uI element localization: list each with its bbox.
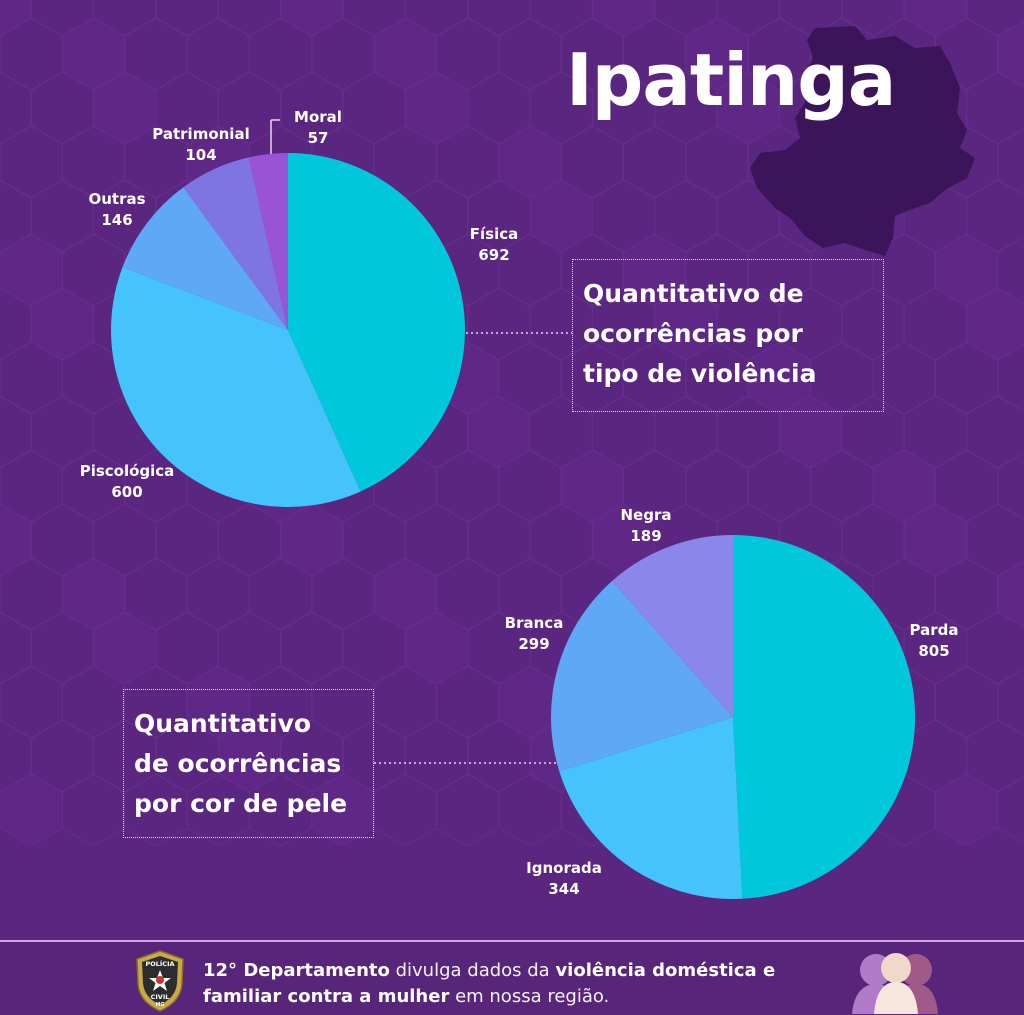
- chart2-title-line: Quantitativo: [134, 704, 373, 744]
- label-outras-name: Outras: [88, 190, 145, 208]
- label-psicologica: Piscológica 600: [80, 461, 175, 503]
- label-branca-value: 299: [518, 635, 549, 653]
- footer-bold-family: familiar contra a mulher: [203, 986, 449, 1007]
- chart2-title-line: de ocorrências: [134, 744, 373, 784]
- badge-line-bottom: MG: [155, 1002, 164, 1008]
- footer-bold-violence: violência doméstica e: [555, 960, 775, 981]
- label-negra: Negra 189: [621, 505, 672, 547]
- label-parda-name: Parda: [910, 621, 959, 639]
- footer-bold-department: 12° Departamento: [203, 960, 390, 981]
- pie-slice-parda: [733, 535, 915, 899]
- chart1-title-line: Quantitativo de: [583, 274, 883, 314]
- footer-text-1: divulga dados da: [390, 960, 556, 981]
- label-parda: Parda 805: [910, 620, 959, 662]
- label-patrimonial-name: Patrimonial: [152, 125, 249, 143]
- label-psicologica-value: 600: [111, 483, 142, 501]
- women-group-icon: [838, 948, 948, 1014]
- label-patrimonial: Patrimonial 104: [152, 124, 249, 166]
- badge-line-top: POLÍCIA: [145, 959, 174, 968]
- label-ignorada: Ignorada 344: [526, 858, 602, 900]
- label-branca: Branca 299: [505, 613, 564, 655]
- chart2-title-line: por cor de pele: [134, 784, 373, 824]
- label-outras-value: 146: [101, 211, 132, 229]
- chart2-title-box: Quantitativo de ocorrências por cor de p…: [123, 689, 374, 838]
- label-moral: Moral 57: [294, 107, 342, 149]
- footer-text: 12° Departamento divulga dados da violên…: [203, 958, 775, 1010]
- label-outras: Outras 146: [88, 189, 145, 231]
- chart1-title-line: tipo de violência: [583, 354, 883, 394]
- label-fisica: Física 692: [470, 224, 518, 266]
- label-patrimonial-value: 104: [185, 146, 216, 164]
- label-negra-value: 189: [630, 527, 661, 545]
- chart-type-violence: [111, 153, 465, 507]
- policia-civil-badge-icon: POLÍCIA CIVIL MG: [133, 950, 187, 1012]
- label-negra-name: Negra: [621, 506, 672, 524]
- label-ignorada-value: 344: [548, 880, 579, 898]
- chart1-title-box: Quantitativo de ocorrências por tipo de …: [572, 259, 884, 412]
- footer-text-2: em nossa região.: [449, 986, 609, 1007]
- label-fisica-name: Física: [470, 225, 518, 243]
- label-branca-name: Branca: [505, 614, 564, 632]
- label-parda-value: 805: [918, 642, 949, 660]
- footer-bar: POLÍCIA CIVIL MG 12° Departamento divulg…: [0, 940, 1024, 1015]
- label-psicologica-name: Piscológica: [80, 462, 175, 480]
- chart1-title-line: ocorrências por: [583, 314, 883, 354]
- label-ignorada-name: Ignorada: [526, 859, 602, 877]
- label-fisica-value: 692: [478, 246, 509, 264]
- label-moral-value: 57: [308, 129, 329, 147]
- label-moral-name: Moral: [294, 108, 342, 126]
- chart-skin-color: [551, 535, 915, 899]
- badge-line-middle: CIVIL: [151, 993, 170, 1001]
